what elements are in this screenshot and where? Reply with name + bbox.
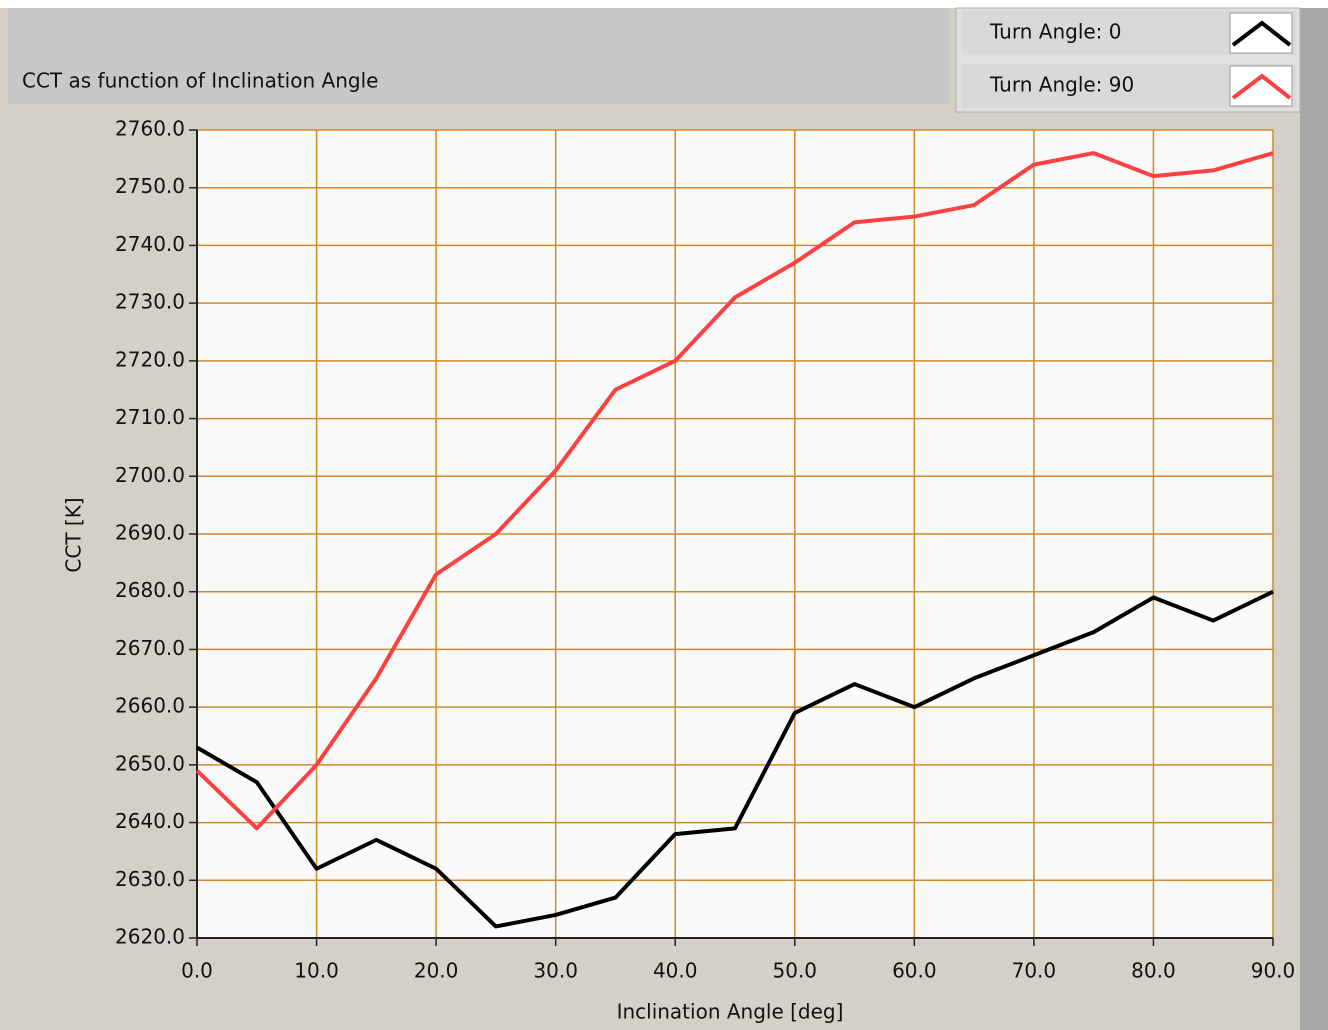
y-tick-label: 2660.0 <box>115 694 185 718</box>
series-line <box>195 151 1274 831</box>
y-tick-label: 2620.0 <box>115 925 185 949</box>
y-tick-label: 2710.0 <box>115 405 185 429</box>
x-tick-label: 30.0 <box>533 959 578 983</box>
y-tick-label: 2760.0 <box>115 117 185 141</box>
y-tick-label: 2730.0 <box>115 290 185 314</box>
x-axis-title: Inclination Angle [deg] <box>617 1000 844 1024</box>
x-tick-label: 0.0 <box>181 959 213 983</box>
x-tick-label: 80.0 <box>1131 959 1176 983</box>
y-tick-label: 2670.0 <box>115 636 185 660</box>
x-tick-label: 70.0 <box>1012 959 1057 983</box>
x-tick-label: 40.0 <box>653 959 698 983</box>
x-tick-label: 20.0 <box>414 959 459 983</box>
legend-label: Turn Angle: 0 <box>989 20 1122 44</box>
top-edge <box>0 0 1328 8</box>
legend-swatch <box>1231 73 1292 100</box>
legend-swatch-box <box>1229 65 1293 107</box>
y-tick-label: 2740.0 <box>115 232 185 256</box>
y-tick-label: 2750.0 <box>115 174 185 198</box>
legend-swatch <box>1231 20 1292 47</box>
y-tick-label: 2700.0 <box>115 463 185 487</box>
y-tick-label: 2630.0 <box>115 867 185 891</box>
y-tick-label: 2690.0 <box>115 521 185 545</box>
y-tick-label: 2650.0 <box>115 751 185 775</box>
right-edge <box>1300 8 1328 1030</box>
legend-swatch-box <box>1229 12 1293 54</box>
y-tick-label: 2640.0 <box>115 809 185 833</box>
x-tick-label: 10.0 <box>294 959 339 983</box>
legend-label: Turn Angle: 90 <box>989 73 1134 97</box>
x-tick-label: 90.0 <box>1251 959 1296 983</box>
x-tick-label: 60.0 <box>892 959 937 983</box>
chart-title: CCT as function of Inclination Angle <box>22 69 378 93</box>
y-tick-label: 2680.0 <box>115 578 185 602</box>
y-axis-title: CCT [K] <box>62 497 86 572</box>
y-tick-label: 2720.0 <box>115 347 185 371</box>
title-bar <box>8 8 950 104</box>
series-line <box>195 589 1274 929</box>
x-tick-label: 50.0 <box>773 959 818 983</box>
